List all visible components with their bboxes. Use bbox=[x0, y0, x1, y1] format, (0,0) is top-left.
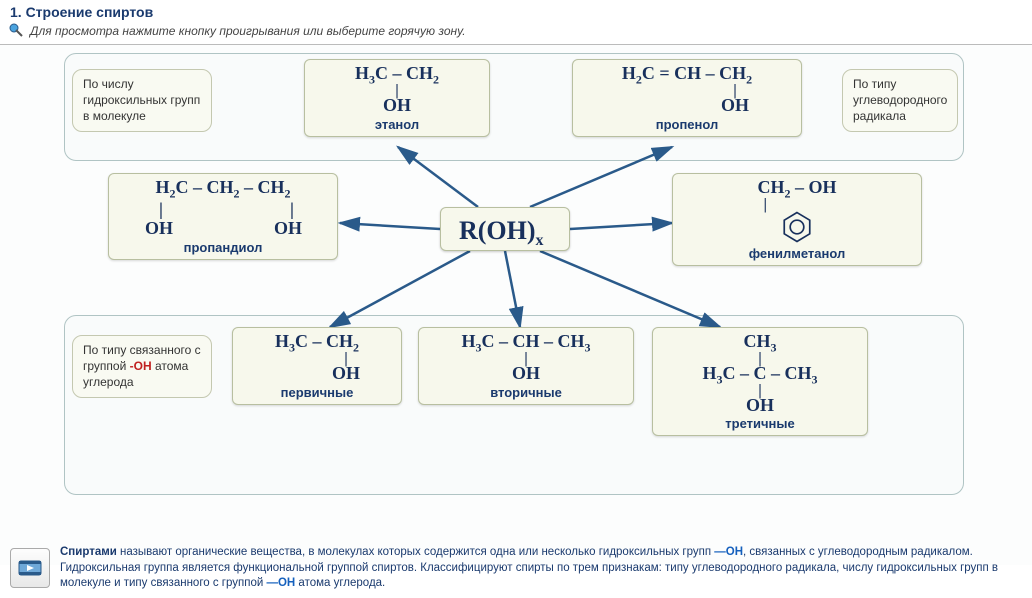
compound-tertiary[interactable]: CH3|H3C – C – CH3|OHтретичные bbox=[652, 327, 868, 436]
callout-carbon-type: По типу связанного с группой -OH атома у… bbox=[72, 335, 212, 398]
compound-secondary[interactable]: H3C – CH – CH3|OHвторичные bbox=[418, 327, 634, 405]
instruction-label: Для просмотра нажмите кнопку проигрывани… bbox=[30, 24, 466, 38]
pin-icon bbox=[8, 22, 24, 38]
compound-propenol[interactable]: H2C = CH – CH2|OHпропенол bbox=[572, 59, 802, 137]
compound-ethanol[interactable]: H3C – CH2|OHэтанол bbox=[304, 59, 490, 137]
definition-text: Спиртами называют органические вещества,… bbox=[60, 545, 1012, 592]
diagram-canvas: По числу гидроксильных групп в молекуле … bbox=[0, 45, 1032, 565]
compound-primary[interactable]: H3C – CH2|OHпервичные bbox=[232, 327, 402, 405]
instruction-text: Для просмотра нажмите кнопку проигрывани… bbox=[0, 22, 1032, 45]
page-title: 1. Строение спиртов bbox=[0, 0, 1032, 22]
center-formula[interactable]: R(OH)x bbox=[440, 207, 570, 251]
callout-hydroxyl-count: По числу гидроксильных групп в молекуле bbox=[72, 69, 212, 132]
compound-phenylmethanol[interactable]: CH2 – OH|фенилметанол bbox=[672, 173, 922, 266]
film-icon bbox=[17, 555, 43, 581]
callout-radical-type: По типу углеводородного радикала bbox=[842, 69, 958, 132]
compound-propanediol[interactable]: H2C – CH2 – CH2||OHOHпропандиол bbox=[108, 173, 338, 260]
play-button[interactable] bbox=[10, 548, 50, 588]
